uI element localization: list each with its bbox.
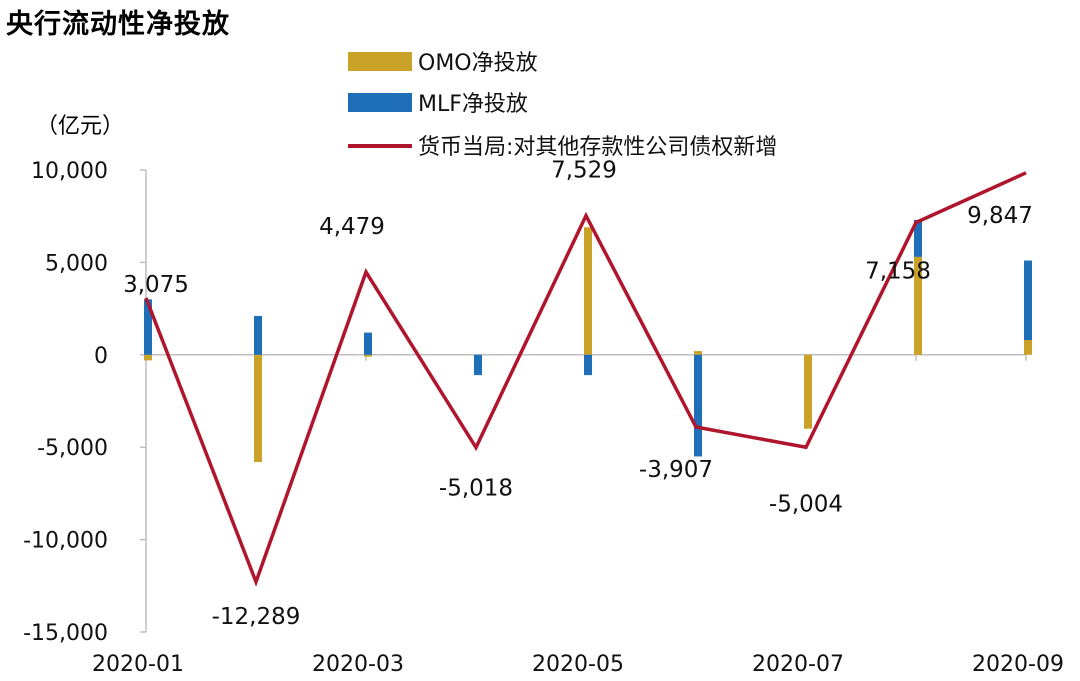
y-tick-label: 0 (94, 344, 108, 369)
data-label: 7,158 (865, 259, 931, 285)
omo-bar (144, 354, 152, 361)
data-label: -5,004 (769, 491, 843, 517)
bars (144, 219, 1032, 462)
mlf-bar (144, 299, 152, 355)
axes: 10,000 5,000 0 -5,000 -10,000 -15,000 2020-01 2… (23, 159, 1064, 677)
mlf-bar (474, 354, 482, 376)
data-label: 3,075 (123, 272, 189, 298)
omo-bar (914, 256, 922, 355)
mlf-bar (584, 354, 592, 376)
chart-title: 央行流动性净投放 (6, 9, 230, 40)
legend-label: OMO净投放 (418, 51, 538, 76)
mlf-bar (364, 332, 372, 355)
omo-bar (254, 354, 262, 462)
y-tick-label: 5,000 (45, 251, 108, 276)
x-tick-label: 2020-07 (752, 652, 844, 677)
credit-line (144, 171, 1027, 587)
y-axis-unit: （亿元） (36, 114, 125, 139)
omo-bar (584, 227, 592, 355)
y-tick-label: 10,000 (31, 159, 108, 184)
mlf-bar (1024, 260, 1032, 341)
mlf-bar (914, 219, 922, 257)
data-label: 7,529 (551, 158, 617, 184)
omo-bar (694, 351, 702, 355)
mlf-bar (254, 315, 262, 355)
legend-swatch-omo (348, 52, 412, 71)
x-tick-label: 2020-01 (92, 652, 184, 677)
data-label: -3,907 (639, 457, 713, 483)
data-label: -12,289 (212, 604, 301, 630)
mlf-bar (694, 354, 702, 457)
omo-bar (804, 354, 812, 429)
data-label: -5,018 (439, 476, 513, 502)
omo-bar (1024, 340, 1032, 355)
data-label: 4,479 (319, 214, 385, 240)
line-series (144, 171, 1027, 587)
x-tick-label: 2020-09 (972, 652, 1064, 677)
legend-label: MLF净投放 (418, 92, 528, 117)
x-tick-label: 2020-03 (312, 652, 404, 677)
y-tick-label: -5,000 (37, 436, 108, 461)
x-tick-label: 2020-05 (532, 652, 624, 677)
data-label: 9,847 (967, 203, 1033, 229)
legend-swatch-mlf (348, 93, 412, 112)
y-tick-label: -15,000 (23, 621, 108, 646)
legend-label: 货币当局:对其他存款性公司债权新增 (418, 135, 777, 160)
omo-bar (364, 354, 372, 357)
data-labels: 3,075 -12,289 4,479 -5,018 7,529 -3,907 -5,004… (123, 158, 1033, 630)
y-tick-label: -10,000 (23, 529, 108, 554)
